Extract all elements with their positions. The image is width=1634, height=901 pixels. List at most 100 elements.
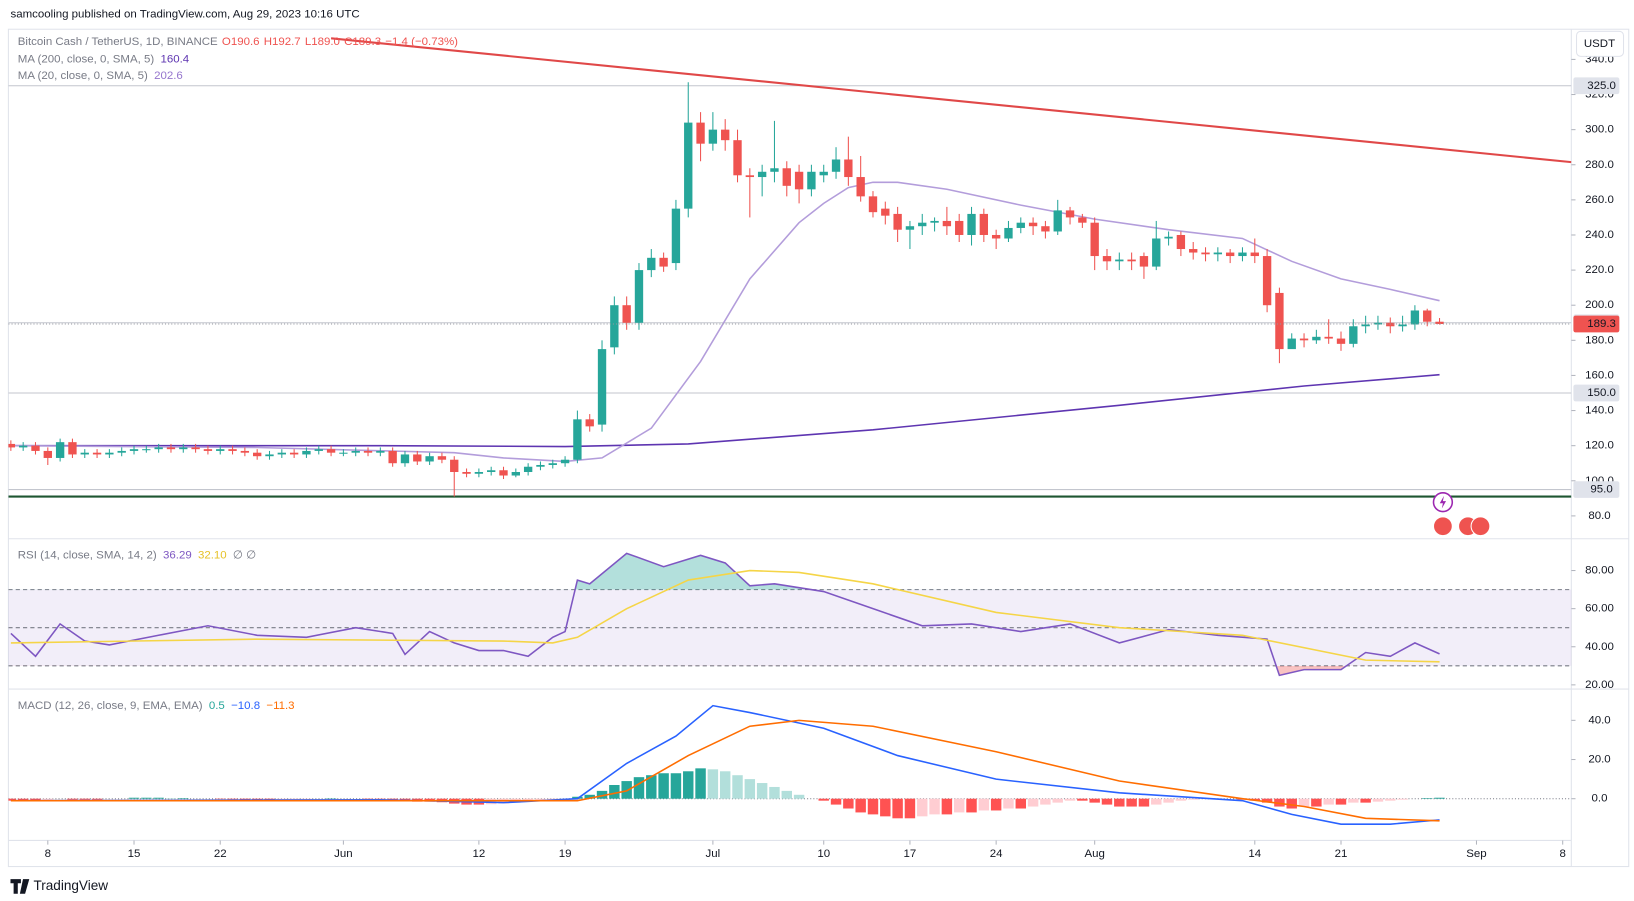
y-tick-label: 20.0 (1588, 754, 1610, 766)
macd-histogram-bar (818, 798, 829, 801)
macd-histogram-bar (732, 775, 743, 799)
macd-legend: MACD (12, 26, close, 9, EMA, EMA) 0.5 −10.… (18, 700, 295, 712)
macd-histogram-bar (1114, 798, 1125, 807)
macd-histogram-bar (67, 798, 78, 800)
candle-body (450, 459, 459, 473)
pane (8, 552, 1572, 677)
macd-histogram-bar (535, 798, 546, 801)
symbol: Bitcoin Cash / TetherUS, 1D, BINANCE (18, 36, 218, 48)
macd-histogram-bar (1348, 798, 1359, 803)
macd-histogram-bar (8, 798, 17, 801)
pane (8, 37, 1572, 498)
macd-histogram-bar (178, 798, 189, 799)
macd-histogram-bar (301, 798, 312, 800)
candle-body (1004, 227, 1013, 239)
candle-body (240, 450, 250, 453)
candle-body (684, 122, 693, 209)
level-badge (1573, 481, 1620, 498)
candle-body (1299, 338, 1309, 341)
candle-body (1053, 210, 1062, 232)
macd-histogram-bar (855, 798, 866, 813)
macd-histogram-bar (1187, 798, 1199, 800)
ma-legend: MA (20, close, 0, SMA, 5) 202.6 (18, 70, 183, 82)
y-tick-label: 180.0 (1585, 334, 1614, 346)
y-tick-label: 220.0 (1585, 264, 1614, 276)
candle-body (536, 464, 545, 467)
rsi-title: RSI (14, close, SMA, 14, 2) (18, 549, 157, 561)
candle-body (1423, 310, 1432, 322)
currency-button[interactable] (1576, 30, 1625, 57)
candle-body (400, 454, 410, 464)
x-tick-label: 21 (1335, 848, 1348, 860)
candle-body (487, 470, 496, 473)
macd-histogram-bar (153, 797, 164, 799)
macd-histogram-bar (547, 798, 558, 800)
macd-histogram-bar (633, 777, 645, 799)
macd-histogram-bar (707, 769, 719, 799)
macd-histogram-bar (744, 779, 756, 799)
macd-histogram-bar (880, 798, 891, 817)
macd-histogram-bar (892, 798, 903, 819)
rsi-value: 36.29 (163, 549, 192, 561)
rsi-legend: RSI (14, close, SMA, 14, 2) 36.29 32.10 ∅ ∅ (18, 549, 256, 561)
macd-histogram-bar (683, 771, 694, 799)
candle-body (437, 456, 447, 460)
candle-body (19, 445, 28, 448)
footer: TradingView (33, 878, 108, 893)
macd-histogram-bar (978, 798, 990, 811)
y-tick-label: 140.0 (1585, 405, 1614, 417)
candle-body (1164, 236, 1173, 239)
macd-histogram-bar (621, 781, 632, 799)
candle-body (1250, 252, 1259, 257)
rsi-sma-value: 32.10 (198, 549, 227, 561)
x-tick-label: 17 (904, 848, 917, 860)
y-tick-label: 240.0 (1585, 229, 1614, 241)
candle-body (339, 452, 348, 454)
ma-value: 202.6 (154, 70, 183, 82)
candle-body (573, 419, 582, 460)
candle-body (1336, 338, 1346, 344)
candle-body (597, 349, 607, 425)
x-tick-label: 10 (817, 848, 830, 860)
ma-line (10, 181, 1440, 463)
candle-body (1152, 238, 1161, 267)
candle-body (1410, 310, 1420, 325)
currency[interactable]: USDT (1584, 38, 1615, 50)
candle-body (721, 129, 730, 141)
macd-histogram-bar (1151, 798, 1162, 805)
macd-histogram-bar (646, 775, 657, 799)
candle-body (930, 220, 939, 223)
candle-body (511, 472, 520, 476)
macd-histogram-bar (584, 794, 595, 799)
macd-histogram-bar (141, 797, 152, 799)
x-tick-label: Sep (1466, 848, 1486, 860)
ma-legend: MA (200, close, 0, SMA, 5) 160.4 (18, 54, 190, 66)
candle-body (302, 450, 311, 455)
candle-body (92, 452, 102, 455)
y-tick-label: 20.00 (1585, 679, 1614, 691)
candle-body (819, 171, 828, 176)
candle-body (154, 447, 163, 450)
macd-histogram-bar (596, 790, 608, 799)
candle-body (745, 175, 755, 178)
candle-body (967, 213, 976, 235)
candle-body (105, 452, 114, 455)
macd-histogram-bar (609, 784, 620, 799)
candle-body (782, 168, 791, 186)
candle-body (856, 177, 865, 197)
change: −1.4 (−0.73%) (385, 36, 458, 48)
signal-value: −11.3 (266, 700, 294, 712)
candle-body (868, 196, 878, 213)
macd-title: MACD (12, 26, close, 9, EMA, EMA) (18, 700, 203, 712)
x-tick-label: Jul (706, 848, 721, 860)
candle-body (1028, 222, 1038, 227)
trendline (330, 37, 1572, 164)
y-tick-label: 280.0 (1585, 159, 1614, 171)
candle-body (647, 257, 656, 271)
candle-body (68, 442, 77, 455)
last-price-badge (1573, 315, 1620, 333)
price-legend: Bitcoin Cash / TetherUS, 1D, BINANCE O190… (18, 36, 458, 48)
candle-body (142, 449, 151, 451)
candle-body (1127, 259, 1136, 262)
